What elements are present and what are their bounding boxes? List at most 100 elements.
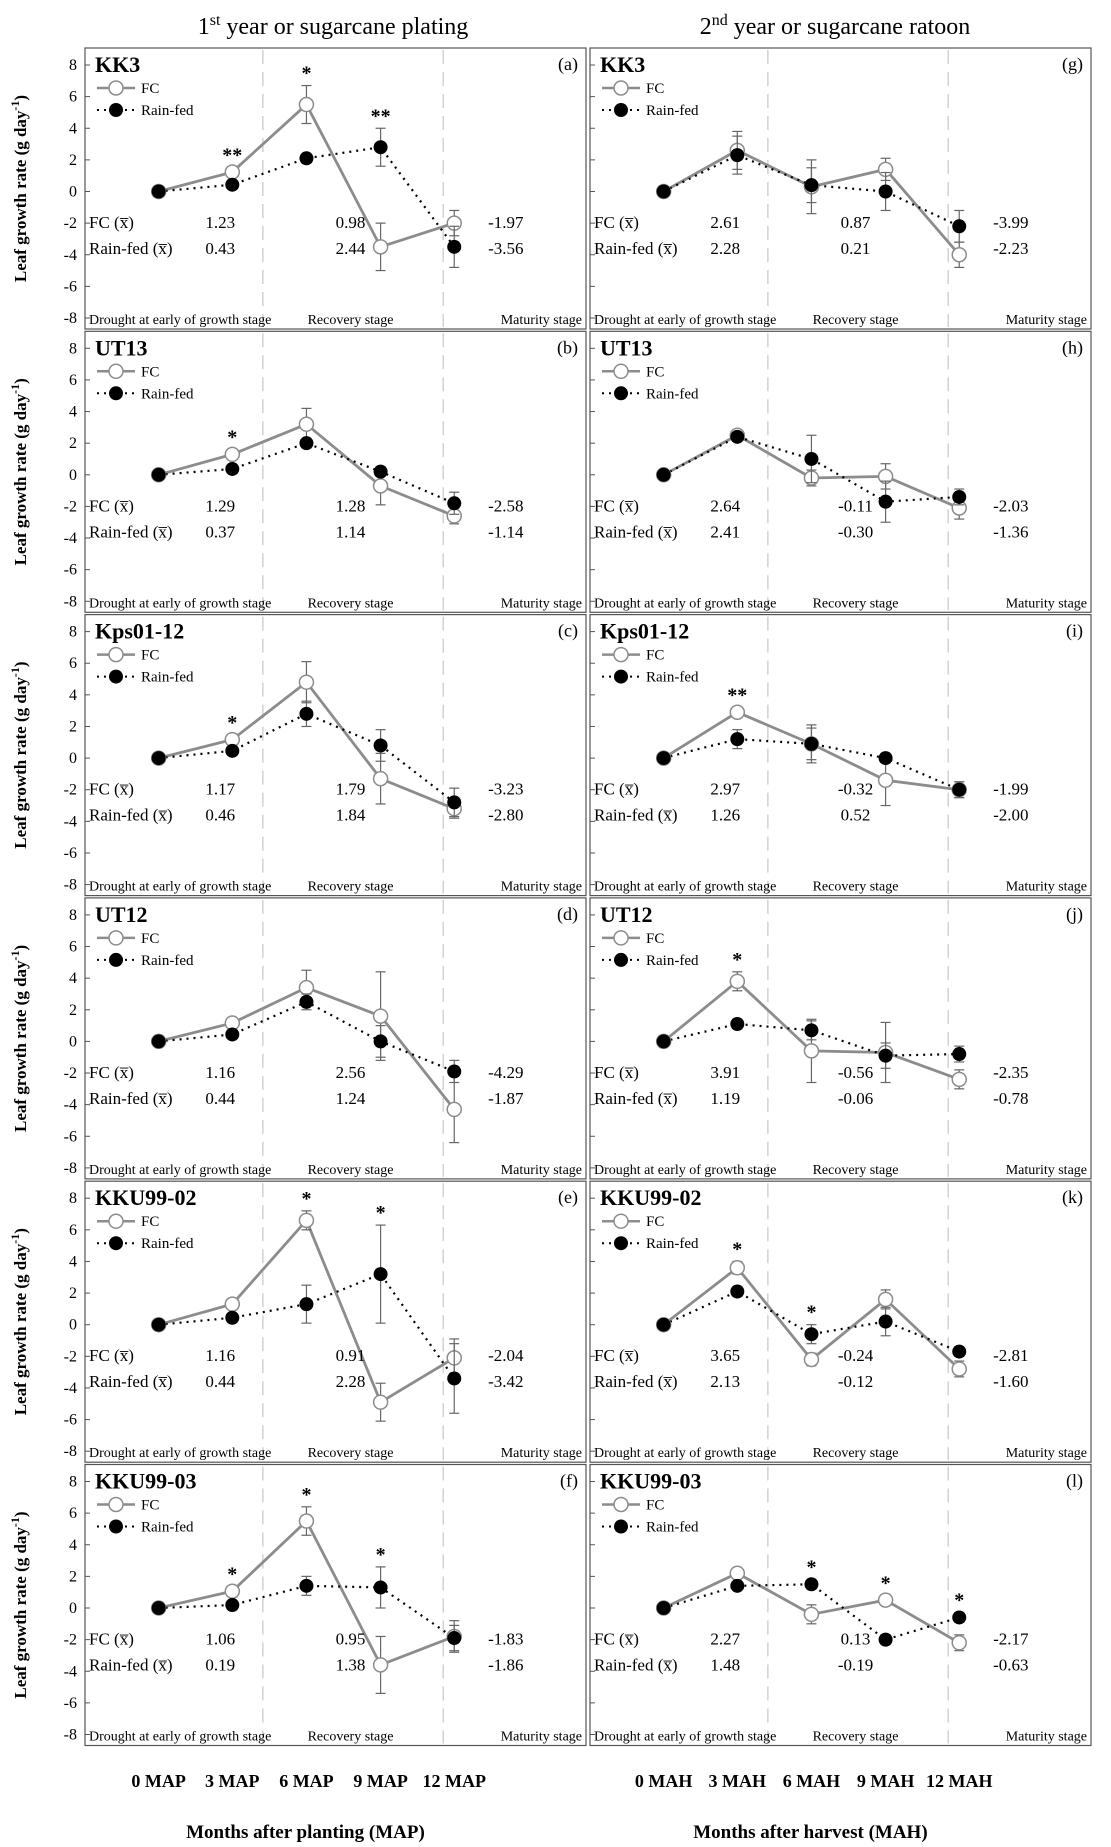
y-tick-label: -2 — [64, 1348, 77, 1365]
x-tick-label: 0 MAH — [635, 1771, 693, 1791]
y-axis-label: Leaf growth rate (g day-1) — [8, 945, 30, 1132]
legend-rain-label: Rain-fed — [141, 103, 194, 119]
legend-fc-marker — [613, 1213, 629, 1229]
panel-frame — [589, 1463, 1092, 1747]
mean-row-label-rain: Rain-fed (x̅) — [594, 806, 678, 825]
data-point-fc — [224, 446, 241, 463]
mean-value-rain: 1.14 — [336, 522, 366, 541]
stage-label: Recovery stage — [308, 1730, 394, 1745]
data-point-rain — [878, 1314, 893, 1329]
y-tick-label: 2 — [69, 152, 77, 169]
column-title-text: year or sugarcane plating — [220, 14, 468, 40]
data-point-fc — [372, 1657, 389, 1673]
data-point-fc — [877, 1592, 894, 1608]
mean-value-fc: -4.29 — [488, 1063, 523, 1082]
mean-value-rain: -2.00 — [993, 806, 1028, 825]
data-point-rain — [225, 1027, 240, 1042]
y-axis-label-sup: -1 — [8, 1234, 22, 1244]
mean-row-label-fc: FC (x̅) — [594, 496, 639, 515]
stage-label: Maturity stage — [501, 880, 582, 895]
mean-row-label-fc: FC (x̅) — [89, 780, 134, 799]
y-tick-label: -2 — [64, 1632, 77, 1649]
mean-value-fc: -3.99 — [993, 213, 1028, 232]
mean-row-label-fc: FC (x̅) — [89, 496, 134, 515]
legend-rain-marker — [614, 386, 628, 401]
legend-rain-marker — [109, 1519, 123, 1534]
data-point-rain — [730, 732, 745, 747]
mean-value-fc: -0.56 — [838, 1063, 873, 1082]
panel-d: 8 6 4 2 0 -2 -4 -6 -8 UT12 (d) FC Rain-fed FC (x̅) Rai… — [64, 897, 587, 1180]
panel-h: UT13 (h) FC Rain-fed FC (x̅) Rain-fed (x̅) 2.6… — [589, 330, 1092, 613]
y-tick-label: 2 — [69, 1568, 77, 1585]
mean-value-fc: -2.17 — [993, 1630, 1029, 1649]
legend-rain-marker — [109, 952, 123, 967]
legend-fc-label: FC — [646, 81, 664, 97]
mean-value-fc: 2.56 — [336, 1063, 366, 1082]
significance-marker: * — [806, 1557, 816, 1579]
legend-fc-marker — [613, 1496, 629, 1513]
panel-frame — [84, 613, 587, 897]
mean-row-label-rain: Rain-fed (x̅) — [594, 1656, 678, 1675]
data-point-rain — [952, 1610, 967, 1625]
stage-label: Recovery stage — [813, 1446, 899, 1461]
stage-label: Maturity stage — [501, 1446, 582, 1461]
mean-row-label-rain: Rain-fed (x̅) — [594, 1372, 678, 1391]
mean-value-fc: 2.61 — [710, 213, 740, 232]
mean-row-label-rain: Rain-fed (x̅) — [89, 806, 173, 825]
y-axis-label: Leaf growth rate (g day-1) — [8, 1228, 30, 1415]
stage-label: Recovery stage — [308, 880, 394, 895]
data-point-fc — [729, 1565, 746, 1581]
legend-fc-label: FC — [141, 364, 159, 380]
data-point-rain — [373, 1267, 388, 1282]
y-tick-label: -8 — [64, 593, 77, 610]
data-point-fc — [877, 772, 894, 788]
significance-marker: * — [376, 1544, 386, 1566]
stage-label: Drought at early of growth stage — [594, 1730, 776, 1745]
mean-value-fc: 1.79 — [336, 780, 366, 799]
legend-rain-marker — [614, 103, 628, 117]
data-point-rain — [151, 1034, 166, 1049]
mean-value-fc: 3.65 — [710, 1346, 740, 1365]
stage-label: Drought at early of growth stage — [594, 1163, 776, 1178]
x-tick-label: 3 MAP — [205, 1771, 259, 1791]
series-line-rain — [158, 146, 456, 248]
mean-value-fc: -2.03 — [993, 496, 1028, 515]
mean-value-rain: -1.86 — [488, 1656, 523, 1675]
y-tick-label: 4 — [69, 120, 77, 137]
data-point-rain — [804, 736, 819, 751]
data-point-fc — [298, 979, 315, 996]
panel-frame — [589, 330, 1092, 613]
stage-label: Drought at early of growth stage — [594, 313, 776, 328]
panel-label: (h) — [1062, 337, 1083, 358]
x-tick-label: 0 MAP — [131, 1771, 185, 1791]
stage-label: Drought at early of growth stage — [89, 1163, 271, 1178]
y-axis-label-text: Leaf growth rate (g day — [11, 110, 30, 282]
mean-value-rain: 2.44 — [336, 239, 366, 258]
legend-rain-label: Rain-fed — [646, 953, 699, 969]
column-title-text: year or sugarcane ratoon — [728, 14, 971, 40]
legend-fc-label: FC — [141, 1498, 159, 1514]
data-point-fc — [372, 239, 389, 255]
data-point-rain — [804, 1577, 819, 1592]
y-axis-label-sup: -1 — [8, 1517, 22, 1527]
data-point-rain — [804, 451, 819, 466]
mean-value-fc: 1.06 — [205, 1630, 235, 1649]
stage-label: Recovery stage — [308, 596, 394, 611]
y-axis-label: Leaf growth rate (g day-1) — [8, 378, 30, 565]
mean-value-rain: 0.52 — [841, 806, 871, 825]
mean-value-rain: -1.87 — [488, 1089, 524, 1108]
mean-value-fc: -1.99 — [993, 780, 1028, 799]
series-line-rain — [158, 1000, 455, 1073]
column-title-num: 2 — [700, 14, 712, 40]
data-point-rain — [656, 1601, 671, 1615]
mean-value-fc: 1.23 — [205, 213, 235, 232]
y-tick-label: 8 — [69, 57, 77, 74]
mean-value-rain: 2.28 — [336, 1372, 366, 1391]
significance-marker: * — [301, 1188, 311, 1210]
data-point-rain — [299, 151, 314, 166]
data-point-fc — [372, 478, 389, 494]
variety-name: KK3 — [95, 52, 140, 77]
panel-label: (a) — [558, 54, 578, 75]
legend-fc-label: FC — [646, 931, 664, 947]
column-title-sup: nd — [712, 12, 728, 29]
